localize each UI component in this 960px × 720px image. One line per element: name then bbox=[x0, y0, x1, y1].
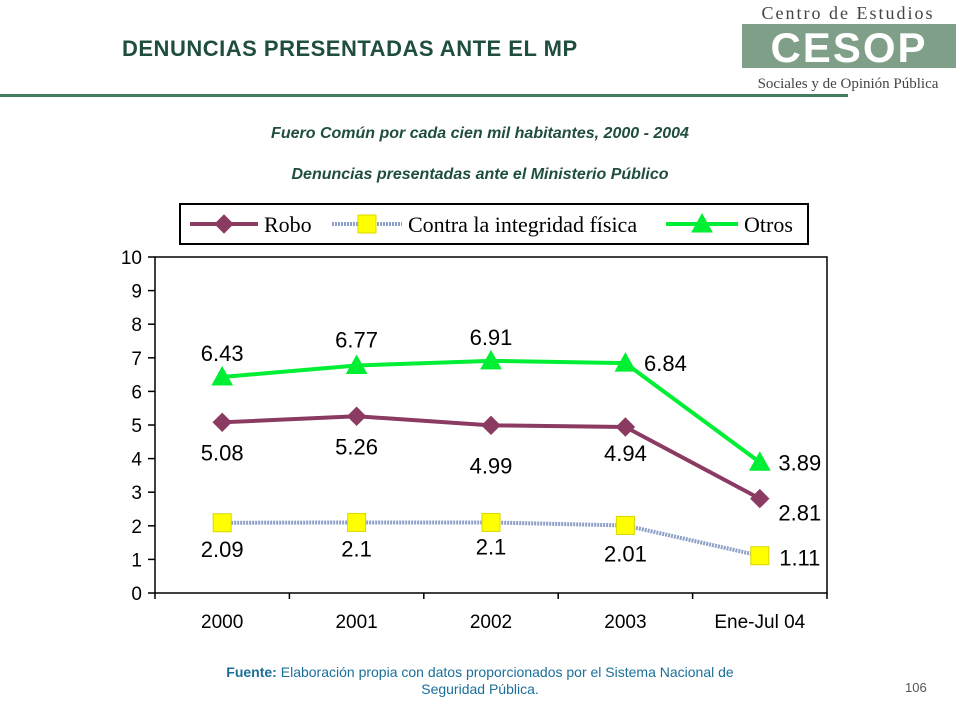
data-label: 4.99 bbox=[470, 453, 513, 478]
logo-mark: CESOP bbox=[770, 24, 927, 71]
y-tick-label: 10 bbox=[121, 248, 142, 269]
page-number: 106 bbox=[905, 680, 927, 695]
legend-marker bbox=[214, 214, 234, 234]
y-tick-label: 1 bbox=[131, 550, 142, 571]
y-tick-label: 8 bbox=[131, 315, 142, 336]
data-label: 5.08 bbox=[201, 440, 244, 465]
y-tick-label: 6 bbox=[131, 382, 142, 403]
x-tick-label: 2003 bbox=[604, 612, 646, 633]
data-label: 2.81 bbox=[778, 501, 821, 526]
page-title: DENUNCIAS PRESENTADAS ANTE EL MP bbox=[122, 36, 578, 61]
data-label: 6.84 bbox=[644, 351, 687, 376]
data-label: 4.94 bbox=[604, 441, 647, 466]
source-note: Fuente: Elaboración propia con datos pro… bbox=[200, 664, 760, 698]
y-tick-label: 4 bbox=[131, 450, 142, 471]
x-tick-label: 2000 bbox=[201, 612, 243, 633]
data-label: 2.09 bbox=[201, 537, 244, 562]
data-point bbox=[481, 512, 501, 532]
cesop-logo: Centro de Estudios CESOP Sociales y de O… bbox=[742, 3, 956, 92]
data-point bbox=[347, 512, 367, 532]
x-tick-label: 2002 bbox=[470, 612, 512, 633]
data-point bbox=[480, 349, 502, 370]
y-tick-label: 2 bbox=[131, 517, 142, 538]
data-label: 2.01 bbox=[604, 541, 647, 566]
source-label: Fuente: bbox=[226, 664, 277, 680]
data-point bbox=[212, 513, 232, 533]
data-point bbox=[346, 406, 367, 426]
data-point bbox=[345, 354, 368, 375]
data-label: 6.91 bbox=[470, 325, 513, 350]
y-tick-label: 7 bbox=[131, 349, 142, 370]
data-label: 6.43 bbox=[201, 341, 244, 366]
data-point bbox=[481, 415, 501, 436]
y-tick-label: 9 bbox=[131, 282, 142, 303]
x-tick-label: Ene-Jul 04 bbox=[714, 612, 805, 633]
legend-label: Otros bbox=[744, 212, 793, 237]
data-point bbox=[615, 515, 635, 535]
data-label: 3.89 bbox=[778, 450, 821, 475]
y-tick-label: 0 bbox=[131, 584, 142, 605]
logo-band bbox=[742, 24, 956, 68]
data-label: 6.77 bbox=[335, 328, 378, 353]
data-label: 5.26 bbox=[335, 434, 378, 459]
logo-line1: Centro de Estudios bbox=[762, 3, 935, 23]
data-point bbox=[614, 352, 637, 372]
data-point bbox=[750, 488, 770, 509]
data-point bbox=[212, 412, 232, 433]
data-point bbox=[750, 546, 770, 566]
legend-label: Robo bbox=[264, 212, 312, 237]
data-label: 2.1 bbox=[476, 534, 507, 559]
source-text: Elaboración propia con datos proporciona… bbox=[276, 664, 734, 697]
data-label: 1.11 bbox=[779, 546, 820, 571]
data-point bbox=[615, 417, 636, 437]
header-rule bbox=[0, 94, 848, 97]
legend-label: Contra la integridad física bbox=[408, 212, 637, 237]
y-tick-label: 3 bbox=[131, 483, 142, 504]
logo-line2: Sociales y de Opinión Pública bbox=[758, 76, 939, 92]
data-point bbox=[748, 451, 771, 471]
chart-subtitle-2: Denuncias presentadas ante el Ministerio… bbox=[291, 166, 669, 183]
data-label: 2.1 bbox=[341, 536, 372, 561]
chart-subtitle-1: Fuero Común por cada cien mil habitantes… bbox=[271, 125, 689, 142]
data-point bbox=[211, 365, 234, 386]
x-tick-label: 2001 bbox=[335, 612, 377, 633]
legend-marker bbox=[691, 212, 713, 233]
y-tick-label: 5 bbox=[131, 416, 142, 437]
legend-marker bbox=[357, 214, 377, 234]
